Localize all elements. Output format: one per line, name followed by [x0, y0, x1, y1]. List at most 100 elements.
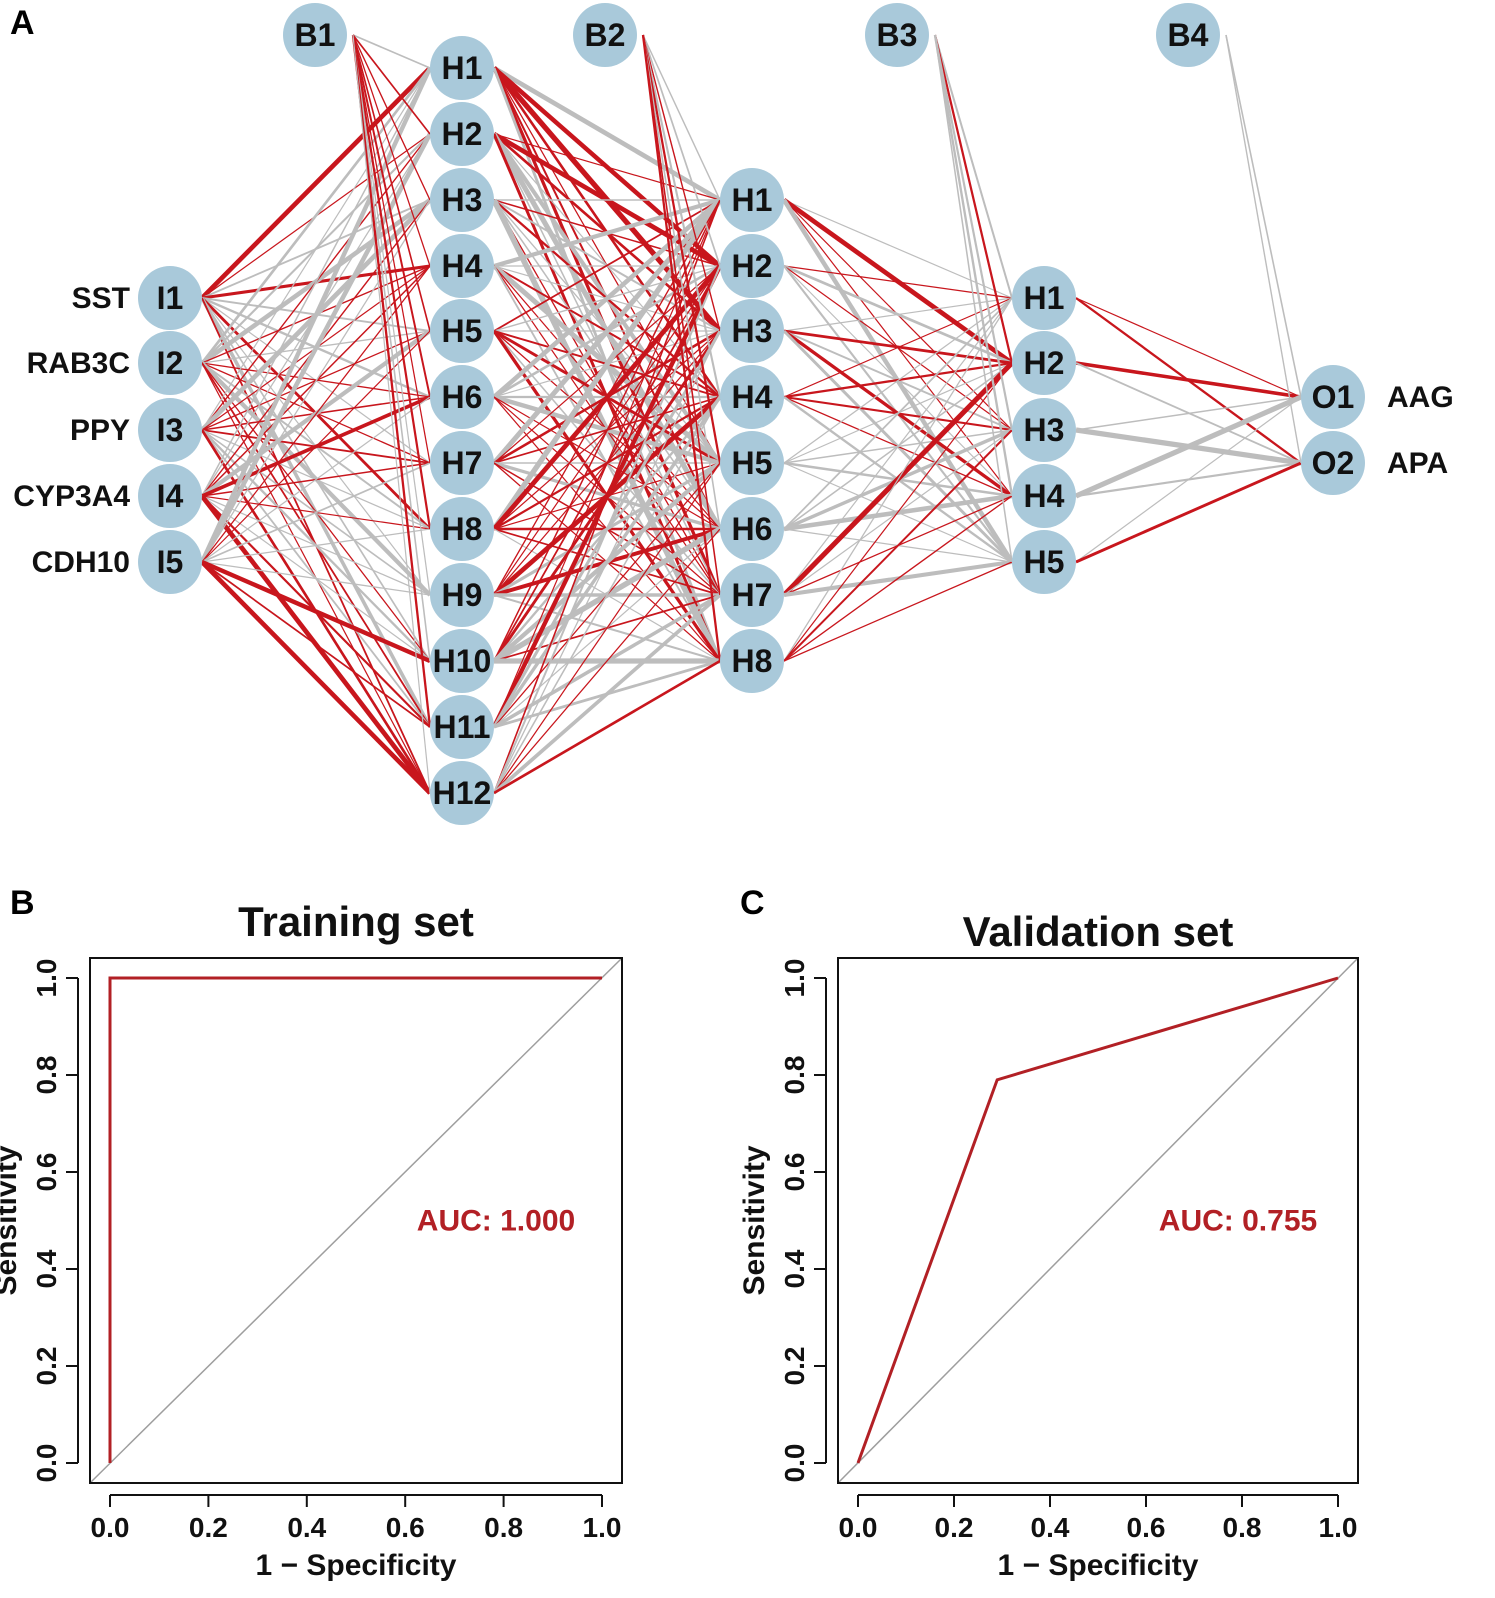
node-label: I5: [157, 544, 184, 580]
node-label: I4: [157, 478, 184, 514]
network-node: [430, 629, 494, 693]
node-label: H3: [1024, 412, 1065, 448]
network-nodes: I1 I2 I3 I4 I5 SST RAB3C PPY CYP3A4 CDH10 H1 H2 H3 H4…: [13, 3, 1454, 825]
weight-edge: [493, 528, 721, 794]
bias-edge: [642, 34, 721, 530]
x-tick-label: 1.0: [1319, 1512, 1358, 1543]
weight-edge: [492, 593, 722, 795]
node-label: H1: [1024, 280, 1065, 316]
node-label: H3: [732, 313, 773, 349]
weight-edge: [492, 198, 722, 465]
weight-edge: [493, 396, 721, 794]
y-tick-label: 0.2: [31, 1347, 62, 1386]
network-node: [720, 497, 784, 561]
weight-edge: [201, 67, 431, 497]
weight-edge: [493, 197, 721, 269]
weight-edge: [200, 560, 432, 795]
node-label: H1: [442, 50, 483, 86]
roc-curve: [108, 976, 602, 1463]
bias-node-label: B1: [295, 17, 336, 53]
network-node: [430, 695, 494, 759]
network-node: [720, 563, 784, 627]
output-class-label: AAG: [1387, 381, 1454, 414]
y-tick-label: 0.8: [31, 1056, 62, 1095]
weight-edge: [201, 561, 431, 728]
bias-edge: [352, 34, 431, 464]
chart-title: Training set: [238, 898, 474, 945]
network-edges: [199, 34, 1303, 795]
weight-edge: [1075, 461, 1302, 564]
node-label: H5: [732, 445, 773, 481]
weight-edge: [201, 528, 431, 563]
x-axis-label: 1 − Specificity: [256, 1549, 457, 1582]
node-label: H12: [433, 775, 492, 811]
auc-annotation: AUC: 1.000: [417, 1205, 575, 1238]
network-node: [138, 464, 202, 528]
weight-edge: [201, 67, 431, 431]
bias-node: [573, 3, 637, 67]
network-node: [430, 168, 494, 232]
bias-edge: [642, 34, 721, 596]
bias-edge: [351, 34, 432, 728]
node-label: H7: [442, 445, 483, 481]
network-node: [138, 266, 202, 330]
output-class-label: APA: [1387, 447, 1448, 480]
weight-edge: [201, 561, 431, 596]
network-node: [430, 36, 494, 100]
network-node: [430, 431, 494, 495]
node-label: H6: [732, 511, 773, 547]
bias-edge: [352, 34, 431, 135]
weight-edge: [1075, 396, 1302, 431]
x-tick-label: 1.0: [583, 1512, 622, 1543]
weight-edge: [492, 198, 722, 399]
y-axis-label: Sensitivity: [0, 1145, 23, 1295]
input-feature-label: CDH10: [32, 546, 130, 579]
bias-edge: [642, 34, 721, 332]
weight-edge: [201, 330, 431, 563]
x-tick-label: 0.2: [935, 1512, 974, 1543]
reference-diagonal: [837, 957, 1359, 1484]
network-node: [720, 168, 784, 232]
y-tick-label: 0.4: [31, 1249, 62, 1288]
network-node: [1012, 530, 1076, 594]
bias-edge: [351, 34, 432, 530]
network-node: [720, 629, 784, 693]
node-label: O1: [1312, 379, 1355, 415]
plot-frame: [837, 957, 1359, 1484]
node-label: H8: [442, 511, 483, 547]
node-label: H5: [442, 313, 483, 349]
bias-edge: [352, 34, 431, 794]
weight-edge: [493, 462, 721, 794]
bias-node: [283, 3, 347, 67]
node-label: H2: [1024, 345, 1065, 381]
roc-chart-validation: C Validation set 0.0 0.2 0.4 0.6 0.8 1.0 0.0 0.2 0…: [738, 884, 1359, 1582]
bias-edge: [934, 34, 1013, 563]
node-label: H11: [434, 709, 491, 745]
node-label: O2: [1312, 445, 1355, 481]
weight-edge: [200, 66, 432, 300]
weight-edge: [201, 559, 431, 664]
roc-chart-training: B Training set 0.0 0.2 0.4 0.6 0.8 1.0 0.0 0.2 0.4…: [0, 884, 623, 1582]
weight-edge: [783, 429, 1013, 662]
network-node: [1012, 398, 1076, 462]
bias-edge: [641, 34, 722, 662]
bias-edge: [352, 34, 431, 69]
bias-edge: [934, 34, 1013, 299]
node-label: I1: [157, 280, 184, 316]
bias-node: [1156, 3, 1220, 67]
x-tick-label: 0.8: [1223, 1512, 1262, 1543]
weight-edge: [783, 297, 1013, 662]
x-tick-label: 0.2: [189, 1512, 228, 1543]
node-label: H6: [442, 379, 483, 415]
node-label: H7: [732, 577, 773, 613]
y-tick-label: 0.8: [779, 1056, 810, 1095]
x-tick-label: 0.6: [386, 1512, 425, 1543]
weight-edge: [1075, 297, 1302, 398]
node-label: H4: [1024, 478, 1065, 514]
network-node: [138, 331, 202, 395]
x-tick-label: 0.8: [484, 1512, 523, 1543]
y-tick-label: 0.2: [779, 1347, 810, 1386]
input-feature-label: SST: [72, 282, 130, 315]
network-node: [430, 234, 494, 298]
